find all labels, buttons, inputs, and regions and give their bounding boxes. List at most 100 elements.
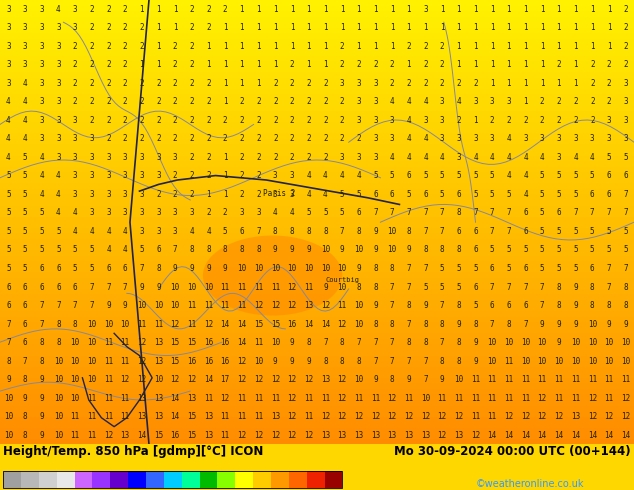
Text: 9: 9: [406, 375, 411, 384]
Text: 5: 5: [473, 172, 478, 180]
Text: 2: 2: [290, 116, 294, 125]
Text: 10: 10: [70, 338, 80, 347]
Text: 5: 5: [23, 153, 27, 162]
Text: 3: 3: [390, 116, 394, 125]
Text: 2: 2: [123, 24, 127, 32]
Bar: [0, 289, 634, 294]
Text: 12: 12: [304, 431, 313, 440]
Text: 12: 12: [171, 319, 180, 329]
Text: 10: 10: [538, 338, 547, 347]
Text: 11: 11: [237, 412, 247, 421]
Text: 6: 6: [23, 283, 27, 292]
Text: 2: 2: [406, 79, 411, 88]
Text: 7: 7: [173, 245, 178, 254]
Text: 11: 11: [471, 375, 480, 384]
Text: 7: 7: [490, 283, 495, 292]
Bar: [0, 50, 634, 55]
Text: 3: 3: [139, 172, 144, 180]
Text: 10: 10: [337, 264, 347, 273]
Text: 3: 3: [6, 60, 11, 69]
Text: 1: 1: [273, 5, 278, 14]
Text: 1: 1: [490, 42, 495, 51]
Text: 8: 8: [323, 357, 328, 366]
Text: Height/Temp. 850 hPa [gdmp][°C] ICON: Height/Temp. 850 hPa [gdmp][°C] ICON: [3, 445, 264, 458]
Text: 7: 7: [490, 319, 495, 329]
Text: 2: 2: [273, 98, 278, 106]
Text: 11: 11: [404, 393, 413, 403]
Text: 8: 8: [423, 319, 428, 329]
Text: 13: 13: [404, 431, 413, 440]
Text: 1: 1: [390, 42, 394, 51]
Text: 12: 12: [337, 375, 347, 384]
Text: 2: 2: [340, 42, 344, 51]
Text: 10: 10: [171, 301, 180, 310]
Text: 2: 2: [123, 116, 127, 125]
Text: 12: 12: [287, 393, 297, 403]
Text: 1: 1: [156, 42, 161, 51]
Text: 11: 11: [521, 393, 530, 403]
Text: 3: 3: [106, 208, 111, 218]
Text: 5: 5: [39, 227, 44, 236]
Text: 2: 2: [106, 116, 111, 125]
Text: 1: 1: [573, 24, 578, 32]
Text: 7: 7: [406, 264, 411, 273]
Bar: [0, 350, 634, 356]
Text: 8: 8: [56, 319, 61, 329]
Text: 1: 1: [540, 42, 545, 51]
Text: 2: 2: [106, 79, 111, 88]
Text: 5: 5: [73, 245, 77, 254]
Text: 2: 2: [306, 116, 311, 125]
Text: 3: 3: [73, 190, 77, 199]
Text: 2: 2: [323, 153, 328, 162]
Text: 1: 1: [240, 60, 244, 69]
Text: 4: 4: [423, 153, 428, 162]
Text: 1: 1: [590, 5, 595, 14]
Text: 2: 2: [206, 116, 211, 125]
Text: 1: 1: [206, 190, 211, 199]
Text: 8: 8: [406, 227, 411, 236]
Text: 7: 7: [573, 208, 578, 218]
Text: 2: 2: [173, 60, 178, 69]
Text: 5: 5: [507, 190, 511, 199]
Text: 9: 9: [573, 283, 578, 292]
Text: 11: 11: [371, 393, 380, 403]
Text: 4: 4: [56, 208, 61, 218]
Bar: [0, 167, 634, 172]
Text: 8: 8: [456, 245, 461, 254]
Text: 8: 8: [406, 338, 411, 347]
Text: 1: 1: [373, 42, 378, 51]
Text: 1: 1: [490, 24, 495, 32]
Text: 16: 16: [287, 319, 297, 329]
Text: 9: 9: [23, 393, 27, 403]
Bar: [93, 471, 110, 488]
Text: 2: 2: [190, 24, 194, 32]
Text: 2: 2: [240, 190, 244, 199]
Text: 2: 2: [423, 42, 428, 51]
Bar: [0, 228, 634, 233]
Text: 5: 5: [557, 172, 561, 180]
Text: 6: 6: [39, 264, 44, 273]
Text: 1: 1: [156, 24, 161, 32]
Text: 10: 10: [571, 338, 580, 347]
Text: 1: 1: [540, 24, 545, 32]
Text: 7: 7: [507, 283, 511, 292]
Text: 1: 1: [473, 24, 478, 32]
Text: 10: 10: [4, 393, 13, 403]
Text: 2: 2: [190, 79, 194, 88]
Text: 13: 13: [454, 431, 463, 440]
Text: 7: 7: [423, 264, 428, 273]
Text: 12: 12: [387, 412, 397, 421]
Text: 9: 9: [373, 245, 378, 254]
Bar: [0, 17, 634, 22]
Text: 11: 11: [254, 283, 263, 292]
Text: 7: 7: [390, 283, 394, 292]
Text: 1: 1: [473, 60, 478, 69]
Text: 1: 1: [240, 42, 244, 51]
Bar: [0, 428, 634, 433]
Text: 12: 12: [204, 319, 213, 329]
Text: 5: 5: [23, 245, 27, 254]
Text: 8: 8: [473, 319, 478, 329]
Text: 14: 14: [221, 319, 230, 329]
Text: 2: 2: [290, 60, 294, 69]
Text: 2: 2: [473, 79, 478, 88]
